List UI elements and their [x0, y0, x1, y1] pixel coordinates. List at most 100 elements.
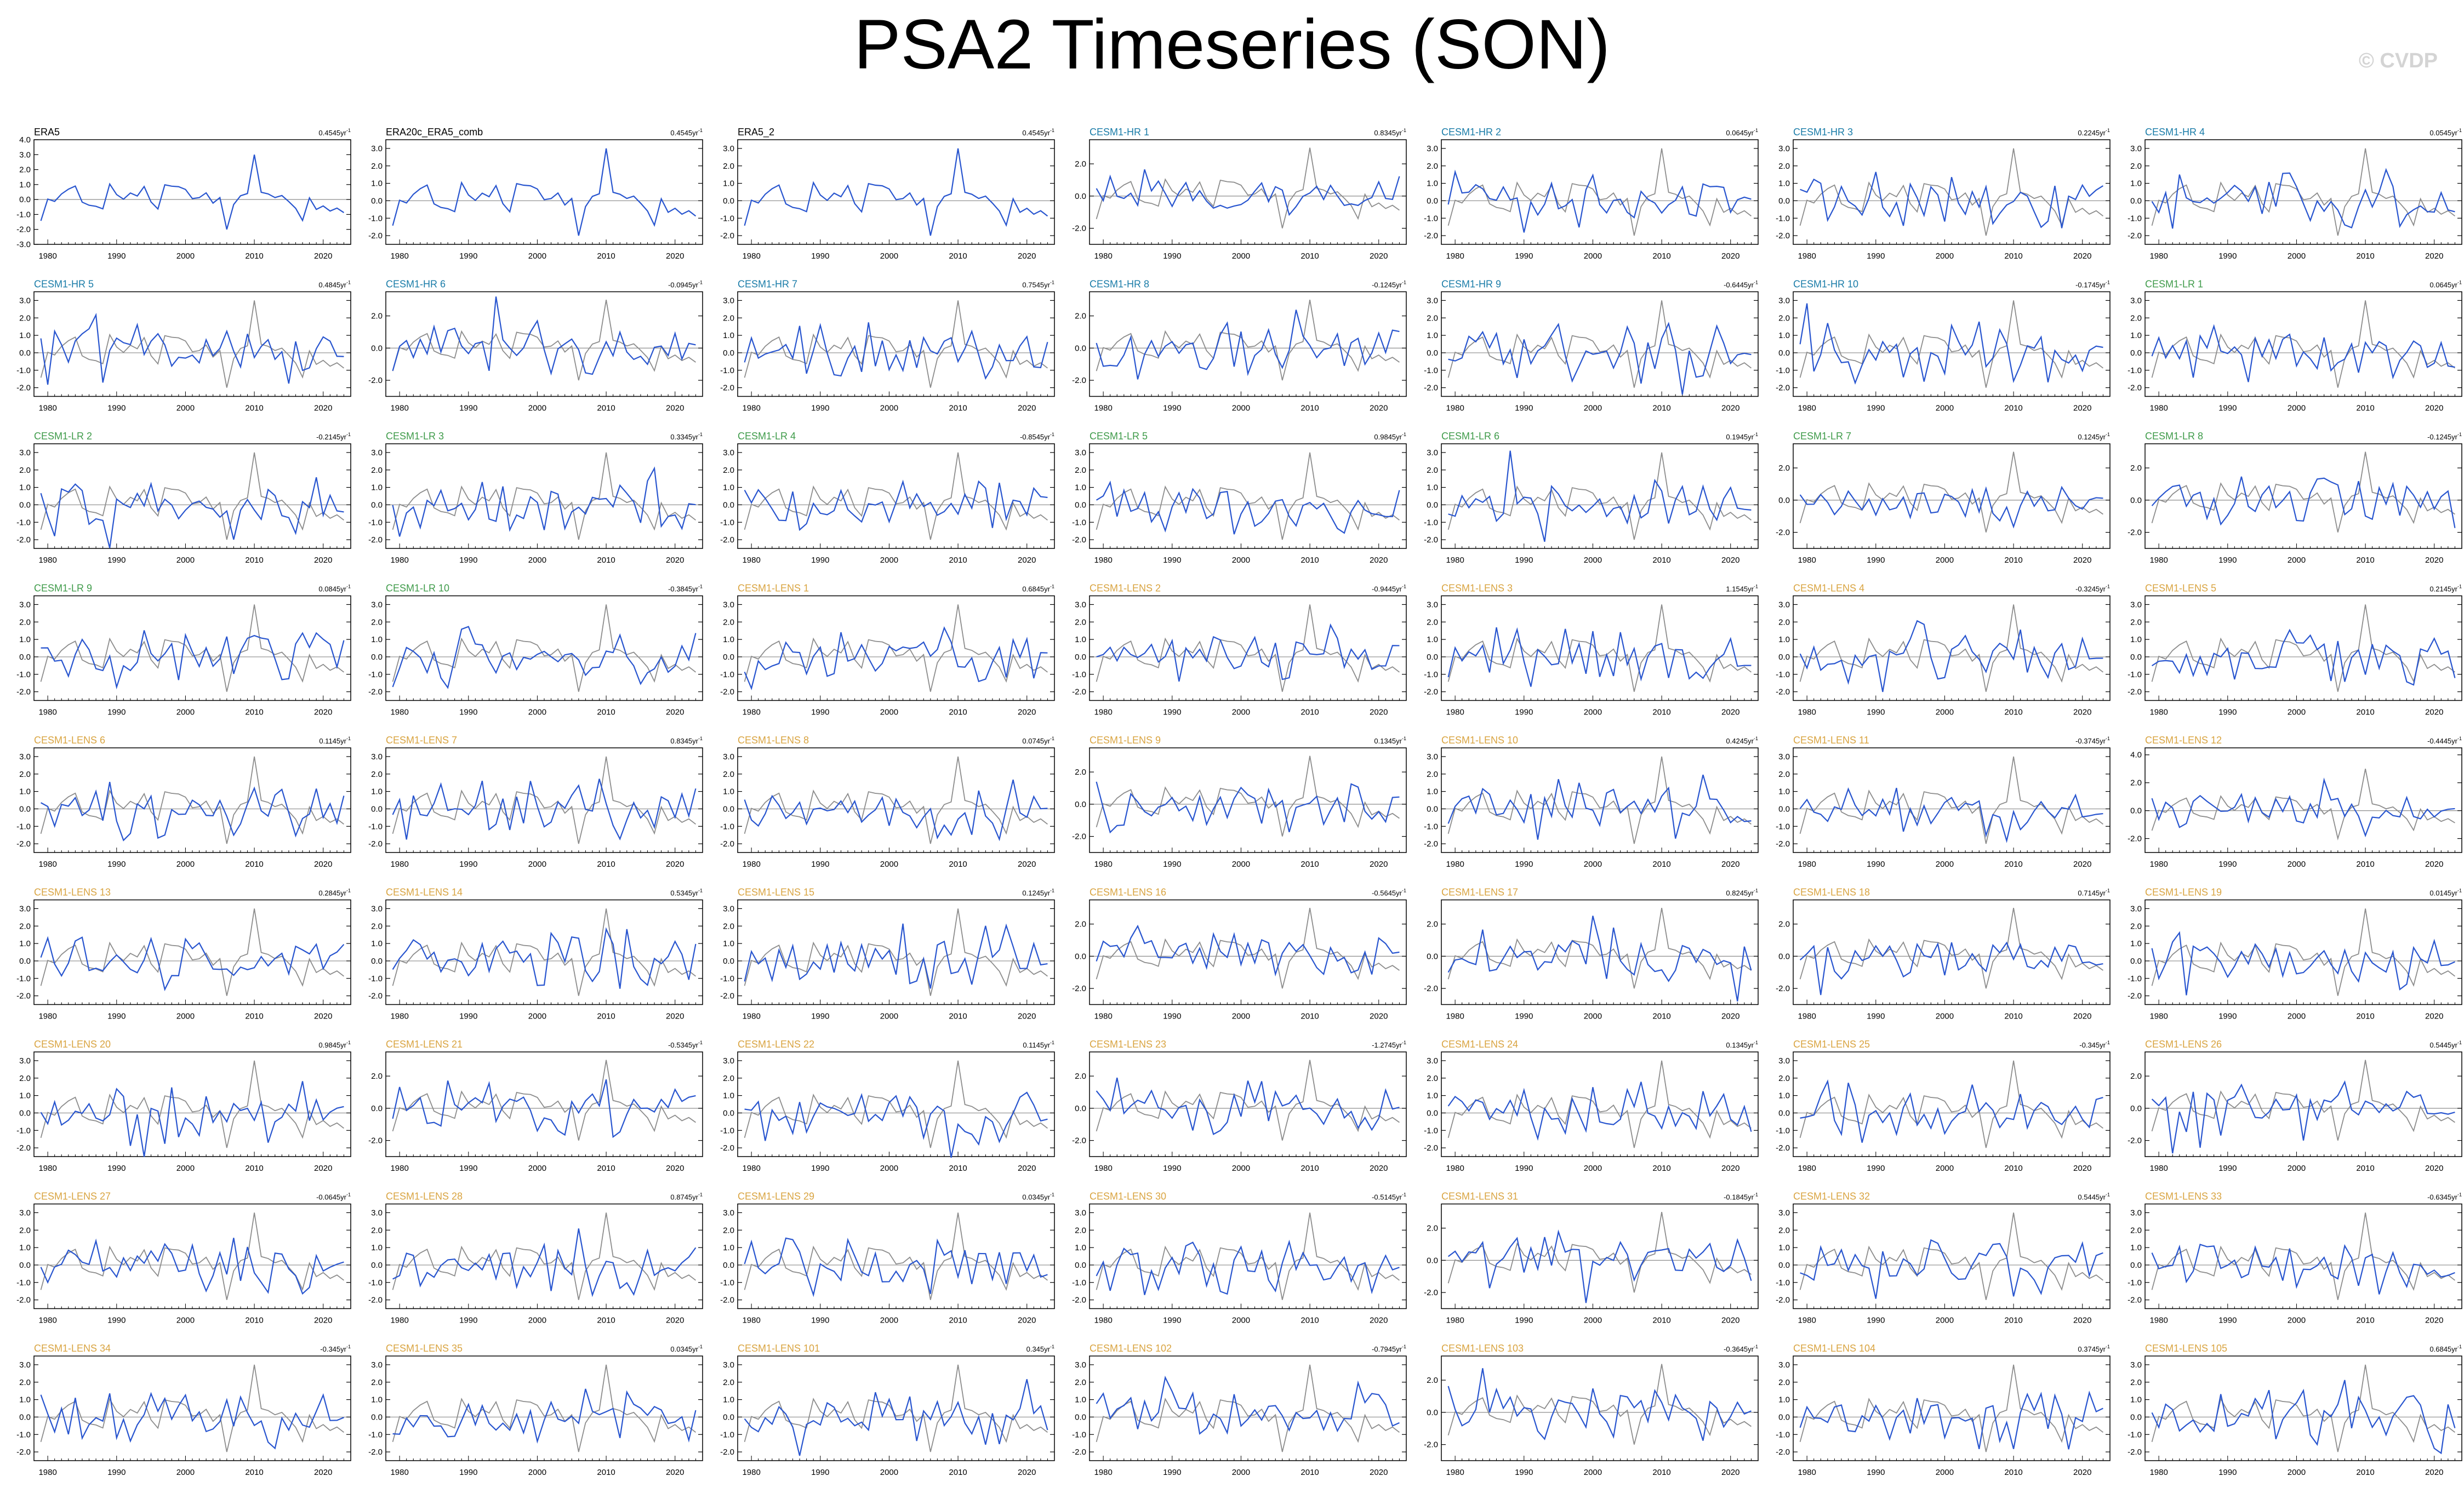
x-tick-label: 2020 [314, 404, 332, 413]
model-series-line [744, 148, 1048, 236]
plot-frame [385, 291, 703, 397]
x-tick-label: 1990 [1867, 1012, 1885, 1021]
x-tick-label: 1990 [2218, 404, 2237, 413]
reference-series-line [1799, 1060, 2103, 1148]
panel-title: CESM1-LENS 24 [1441, 1039, 1518, 1050]
x-tick-label: 2010 [1652, 860, 1670, 869]
reference-series-line [744, 908, 1048, 996]
x-tick-label: 1980 [1798, 1468, 1816, 1477]
x-tick-label: 1980 [390, 1316, 408, 1325]
plot-frame [737, 139, 1055, 245]
x-tick-label: 1980 [390, 251, 408, 261]
y-tick-label: 3.0 [1075, 1360, 1086, 1370]
reference-series-line [392, 1364, 696, 1452]
model-series-line [2151, 1080, 2455, 1154]
x-tick-label: 1990 [459, 860, 477, 869]
trend-label: -0.345yr-1 [2079, 1040, 2110, 1049]
trend-label: 0.3345yr-1 [670, 432, 703, 441]
y-tick-label: -1.0 [16, 518, 31, 527]
y-tick-label: 1.0 [2130, 179, 2142, 188]
model-series-line [1096, 1375, 1400, 1435]
x-tick-label: 2010 [597, 1012, 615, 1021]
x-tick-label: 1990 [459, 1316, 477, 1325]
y-tick-label: 1.0 [2130, 1395, 2142, 1405]
panel-title: CESM1-LENS 21 [386, 1039, 463, 1050]
x-tick-label: 1980 [1446, 708, 1464, 717]
x-tick-label: 2000 [2288, 404, 2306, 413]
y-tick-label: -2.0 [16, 384, 31, 393]
panel-cesm1-hr-2: CESM1-HR 2 0.0645yr-1 3.0 2.0 1.0 0.0 -1.0 -2.0… [1424, 127, 1759, 261]
x-tick-label: 2000 [880, 1468, 898, 1477]
y-tick-label: -1.0 [368, 822, 383, 831]
trend-label: 0.0745yr-1 [1022, 736, 1054, 745]
y-tick-label: 0.0 [2130, 1412, 2142, 1422]
reference-series-line [1096, 1060, 1400, 1141]
trend-label: 0.8345yr-1 [670, 736, 703, 745]
y-tick-label: 3.0 [1778, 1360, 1790, 1370]
y-tick-label: 2.0 [1778, 1226, 1790, 1235]
x-tick-label: 2020 [1370, 404, 1388, 413]
y-tick-label: 2.0 [2130, 1072, 2142, 1081]
y-tick-label: 3.0 [1778, 752, 1790, 762]
trend-label: 0.7545yr-1 [1022, 280, 1054, 289]
x-tick-label: 2000 [176, 860, 195, 869]
y-tick-label: 2.0 [19, 466, 31, 475]
y-tick-label: 2.0 [19, 165, 31, 175]
model-series-line [392, 1079, 696, 1138]
plot-frame [33, 443, 351, 549]
reference-series-line [392, 756, 696, 844]
plot-frame [2144, 1203, 2462, 1309]
x-tick-label: 1980 [2149, 1164, 2168, 1173]
y-tick-label: 3.0 [723, 1360, 734, 1370]
y-tick-label: -2.0 [368, 231, 383, 241]
plot-frame [737, 899, 1055, 1005]
x-tick-label: 2020 [666, 404, 684, 413]
x-tick-label: 2000 [1584, 708, 1602, 717]
y-tick-label: 0.0 [723, 804, 734, 814]
model-series-line [392, 296, 696, 376]
panel-cesm1-hr-4: CESM1-HR 4 0.0545yr-1 3.0 2.0 1.0 0.0 -1.0 -2.0… [2128, 127, 2462, 261]
trend-label: -0.8545yr-1 [1020, 432, 1054, 441]
x-tick-label: 2010 [2356, 860, 2374, 869]
y-tick-label: 1.0 [723, 1243, 734, 1252]
plot-frame [33, 595, 351, 701]
y-tick-label: 0.0 [19, 1412, 31, 1422]
y-tick-label: 3.0 [19, 448, 31, 457]
x-tick-label: 2020 [314, 708, 332, 717]
y-tick-label: -1.0 [16, 366, 31, 375]
reference-series-line [1096, 147, 1400, 228]
y-tick-label: -1.0 [16, 1430, 31, 1439]
trend-label: -0.0945yr-1 [668, 280, 703, 289]
y-tick-label: -2.0 [16, 688, 31, 697]
model-series-line [2151, 476, 2456, 528]
panel-cesm1-lr-10: CESM1-LR 10 -0.3845yr-1 3.0 2.0 1.0 0.0 -1.0 -2… [368, 583, 703, 717]
y-tick-label: 1.0 [371, 483, 383, 493]
y-tick-label: 0.0 [1427, 952, 1438, 961]
y-tick-label: -2.0 [16, 1296, 31, 1305]
y-tick-label: 2.0 [1075, 1072, 1086, 1081]
plot-frame [1441, 1051, 1759, 1157]
y-tick-label: -2.0 [2128, 1136, 2142, 1146]
x-tick-label: 2020 [2425, 1012, 2443, 1021]
y-tick-label: -2.0 [1424, 535, 1438, 545]
reference-series-line [744, 604, 1048, 692]
plot-frame [1793, 139, 2111, 245]
x-tick-label: 2000 [2288, 1164, 2306, 1173]
reference-series-line [1447, 452, 1752, 540]
x-tick-label: 2020 [2425, 1164, 2443, 1173]
reference-series-line [744, 756, 1048, 844]
y-tick-label: 4.0 [19, 135, 31, 145]
reference-series-line [744, 300, 1048, 388]
plot-frame [1441, 899, 1759, 1005]
x-tick-label: 2000 [528, 1316, 546, 1325]
trend-label: 0.4545yr-1 [670, 128, 703, 137]
y-tick-label: 0.0 [1778, 952, 1790, 961]
x-tick-label: 1980 [1446, 1164, 1464, 1173]
reference-series-line [40, 1364, 344, 1452]
y-tick-label: -1.0 [1776, 366, 1790, 375]
y-tick-label: 1.0 [2130, 635, 2142, 644]
y-tick-label: 0.0 [1778, 496, 1790, 505]
trend-label: 0.1245yr-1 [2078, 432, 2110, 441]
y-tick-label: -1.0 [720, 670, 734, 679]
trend-label: 0.7145yr-1 [2078, 888, 2110, 897]
